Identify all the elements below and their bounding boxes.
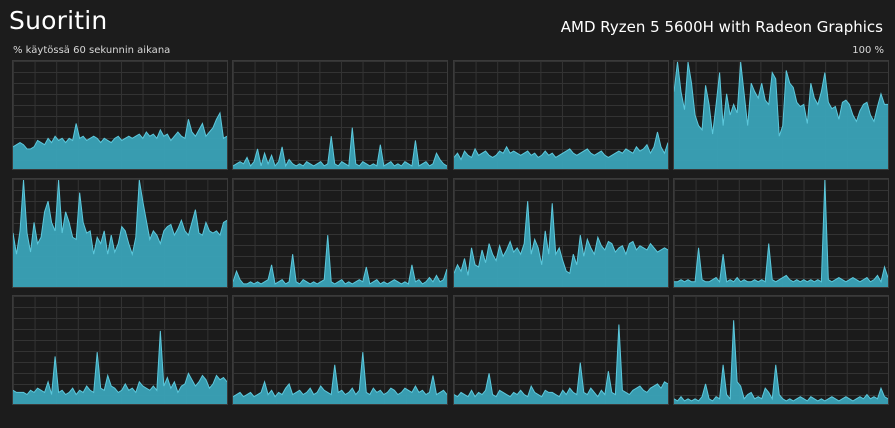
core-graph-6	[232, 177, 449, 288]
core-graph-6-plot	[233, 234, 448, 287]
core-graph-4	[672, 60, 889, 170]
core-graph-1	[12, 60, 228, 170]
core-graph-7	[452, 177, 669, 288]
core-graph-12	[672, 295, 889, 405]
core-graph-11	[452, 295, 669, 405]
core-usage-line	[13, 111, 227, 150]
core-graph-2	[232, 60, 449, 170]
core-graph-7-plot	[453, 200, 668, 287]
core-usage-area	[453, 131, 668, 169]
core-usage-area	[13, 112, 227, 169]
core-graph-11-plot	[453, 324, 668, 404]
core-graph-9-plot	[13, 330, 227, 404]
core-graph-4-plot	[673, 61, 888, 169]
core-usage-area	[453, 200, 668, 287]
core-usage-area	[673, 179, 888, 287]
core-graph-1-plot	[13, 111, 227, 169]
core-usage-line	[453, 324, 668, 398]
core-usage-line	[453, 131, 668, 161]
core-usage-area	[673, 320, 888, 404]
core-usage-line	[673, 179, 888, 283]
core-graph-2-plot	[233, 127, 448, 169]
core-graph-10-plot	[233, 352, 448, 404]
usage-axis-label: % käytössä 60 sekunnin aikana	[13, 45, 171, 56]
page-title: Suoritin	[9, 6, 108, 35]
core-usage-line	[13, 179, 227, 256]
core-usage-area	[13, 330, 227, 404]
core-usage-area	[233, 127, 448, 169]
core-usage-line	[233, 127, 448, 168]
core-usage-line	[453, 200, 668, 276]
core-usage-line	[673, 320, 888, 402]
core-graph-3-plot	[453, 131, 668, 169]
core-graph-5-plot	[13, 179, 227, 287]
core-usage-area	[13, 179, 227, 287]
core-graph-3	[452, 60, 669, 170]
core-usage-line	[673, 61, 888, 137]
core-usage-area	[453, 324, 668, 404]
core-graph-9	[12, 295, 228, 405]
core-usage-line	[233, 234, 448, 285]
core-usage-area	[673, 61, 888, 169]
cpu-model-name: AMD Ryzen 5 5600H with Radeon Graphics	[560, 18, 883, 36]
core-graph-5	[12, 177, 228, 288]
core-graph-8	[672, 177, 889, 288]
core-graph-10	[232, 295, 449, 405]
logical-processor-grid	[12, 60, 889, 406]
core-usage-line	[13, 330, 227, 396]
core-usage-line	[233, 352, 448, 398]
core-graph-8-plot	[673, 179, 888, 287]
core-graph-12-plot	[673, 320, 888, 404]
core-usage-area	[233, 352, 448, 404]
max-percent-label: 100 %	[852, 45, 884, 56]
